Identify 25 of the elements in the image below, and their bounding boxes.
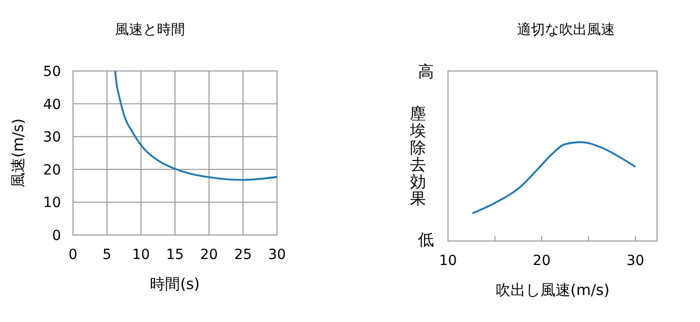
- y-tick-label: 50: [43, 64, 61, 80]
- x-tick-label: 30: [268, 247, 286, 263]
- x-tick-label: 30: [626, 253, 644, 269]
- x-axis-title: 吹出し風速(m/s): [495, 281, 610, 299]
- y-tick-label: 40: [43, 96, 61, 113]
- x-tick-label: 0: [68, 247, 78, 263]
- y-axis-title: 風速(m/s): [9, 118, 27, 188]
- y-axis-title: 塵埃除去効果: [409, 104, 426, 208]
- text: 高: [418, 62, 434, 81]
- y-tick-label: 30: [43, 130, 61, 146]
- y-tick-label: 10: [43, 195, 61, 212]
- x-tick-label: 10: [132, 247, 150, 263]
- x-tick-label: 5: [102, 247, 112, 263]
- y-tick-label: 20: [43, 162, 61, 178]
- x-tick-label: 10: [439, 253, 457, 269]
- x-axis-title: 時間(s): [150, 275, 200, 293]
- text: 低: [418, 230, 434, 249]
- line-series: [114, 70, 278, 181]
- x-tick-label: 15: [166, 247, 184, 263]
- x-tick-label: 20: [532, 253, 551, 269]
- y-tick-label: 0: [52, 228, 61, 244]
- chart-title: 適切な吹出風速: [517, 22, 615, 38]
- x-tick-label: 25: [234, 247, 252, 263]
- chart-title: 風速と時間: [115, 22, 185, 38]
- x-tick-label: 20: [200, 247, 218, 263]
